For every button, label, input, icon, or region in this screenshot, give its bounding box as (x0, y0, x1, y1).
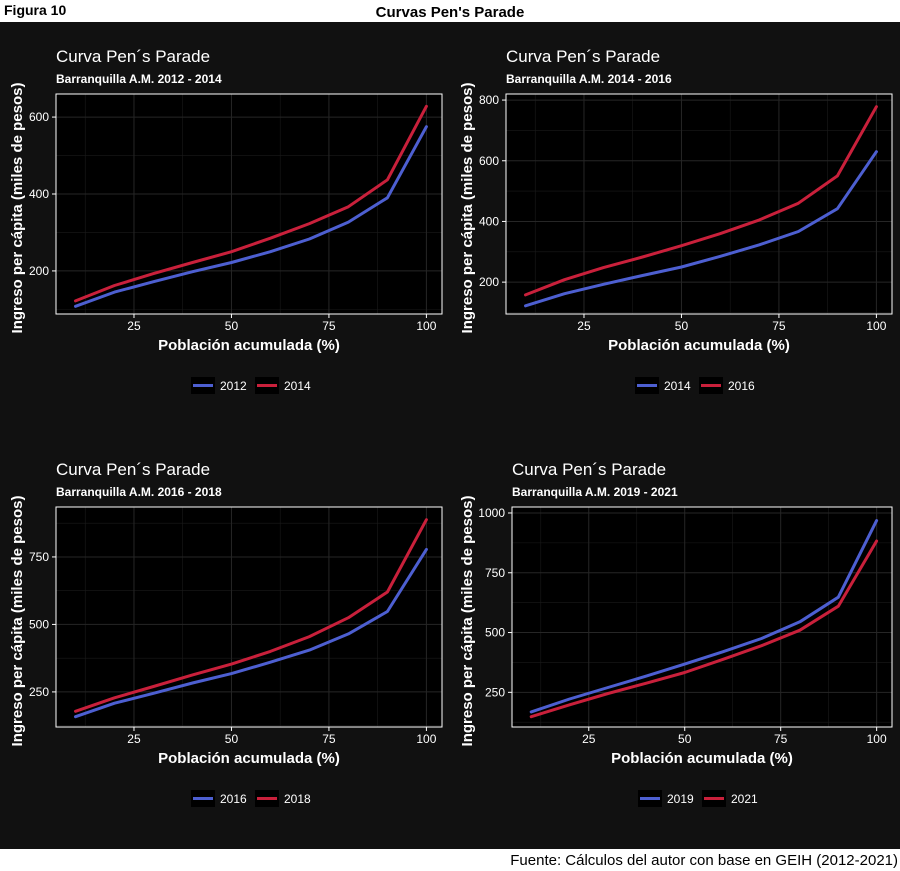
chart-title: Curva Pen´s Parade (512, 460, 666, 479)
chart-subtitle: Barranquilla A.M. 2012 - 2014 (56, 72, 222, 86)
series-line-2021 (529, 539, 879, 719)
series-line-2012 (74, 125, 428, 308)
series-line-2014 (524, 150, 878, 308)
chart-2016-2018: Curva Pen´s Parade Barranquilla A.M. 2016… (9, 460, 443, 807)
y-tick-label: 200 (29, 264, 49, 278)
plot-area (512, 507, 892, 727)
chart-2019-2021: Curva Pen´s Parade Barranquilla A.M. 2019… (459, 460, 893, 807)
series-line-2014 (74, 104, 428, 303)
x-axis-label: Población acumulada (%) (611, 750, 793, 767)
legend-label: 2016 (220, 792, 247, 806)
y-tick-label: 200 (479, 275, 499, 289)
y-axis-label: Ingreso per cápita (miles de pesos) (9, 83, 26, 334)
y-tick-label: 400 (29, 187, 49, 201)
series-line-2019 (529, 519, 879, 714)
chart-title: Curva Pen´s Parade (56, 47, 210, 66)
y-tick-label: 600 (29, 110, 49, 124)
x-axis-label: Población acumulada (%) (158, 337, 340, 354)
x-tick-label: 100 (866, 319, 886, 333)
x-tick-label: 50 (225, 319, 239, 333)
y-axis-label: Ingreso per cápita (miles de pesos) (459, 496, 476, 747)
plot-area (56, 94, 442, 314)
chart-2012-2014: Curva Pen´s Parade Barranquilla A.M. 2012… (9, 47, 443, 394)
chart-title: Curva Pen´s Parade (506, 47, 660, 66)
x-tick-label: 50 (225, 732, 239, 746)
chart-subtitle: Barranquilla A.M. 2019 - 2021 (512, 485, 678, 499)
x-tick-label: 75 (772, 319, 786, 333)
chart-subtitle: Barranquilla A.M. 2016 - 2018 (56, 485, 222, 499)
legend-label: 2012 (220, 379, 247, 393)
plot-area (56, 507, 442, 727)
main-title: Curvas Pen's Parade (375, 4, 525, 21)
y-axis-label: Ingreso per cápita (miles de pesos) (459, 83, 476, 334)
x-tick-label: 75 (322, 732, 336, 746)
x-tick-label: 100 (416, 732, 436, 746)
y-tick-label: 400 (479, 214, 499, 228)
y-tick-label: 600 (479, 154, 499, 168)
plot-border (55, 93, 443, 315)
source-note: Fuente: Cálculos del autor con base en G… (510, 852, 898, 869)
x-tick-label: 25 (127, 732, 141, 746)
chart-subtitle: Barranquilla A.M. 2014 - 2016 (506, 72, 672, 86)
x-tick-label: 25 (577, 319, 591, 333)
x-tick-label: 25 (582, 732, 596, 746)
legend-label: 2021 (731, 792, 758, 806)
legend-label: 2014 (664, 379, 691, 393)
y-tick-label: 250 (29, 685, 49, 699)
plot-border (505, 93, 893, 315)
series-line-2018 (74, 518, 428, 713)
x-tick-label: 100 (867, 732, 887, 746)
legend-label: 2019 (667, 792, 694, 806)
y-tick-label: 500 (485, 626, 505, 640)
y-axis-label: Ingreso per cápita (miles de pesos) (9, 496, 26, 747)
y-tick-label: 500 (29, 617, 49, 631)
x-axis-label: Población acumulada (%) (158, 750, 340, 767)
x-tick-label: 50 (678, 732, 692, 746)
series-line-2016 (524, 105, 878, 297)
x-tick-label: 25 (127, 319, 141, 333)
legend-label: 2018 (284, 792, 311, 806)
series-line-2016 (74, 547, 428, 719)
figure-label: Figura 10 (4, 2, 67, 18)
y-tick-label: 250 (485, 685, 505, 699)
x-tick-label: 75 (322, 319, 336, 333)
chart-title: Curva Pen´s Parade (56, 460, 210, 479)
y-tick-label: 800 (479, 93, 499, 107)
x-axis-label: Población acumulada (%) (608, 337, 790, 354)
chart-2014-2016: Curva Pen´s Parade Barranquilla A.M. 2014… (459, 47, 893, 394)
x-tick-label: 75 (774, 732, 788, 746)
y-tick-label: 750 (29, 550, 49, 564)
x-tick-label: 100 (416, 319, 436, 333)
legend-label: 2016 (728, 379, 755, 393)
y-tick-label: 750 (485, 566, 505, 580)
y-tick-label: 1000 (478, 506, 505, 520)
plot-border (511, 506, 893, 728)
x-tick-label: 50 (675, 319, 689, 333)
legend-label: 2014 (284, 379, 311, 393)
plot-border (55, 506, 443, 728)
